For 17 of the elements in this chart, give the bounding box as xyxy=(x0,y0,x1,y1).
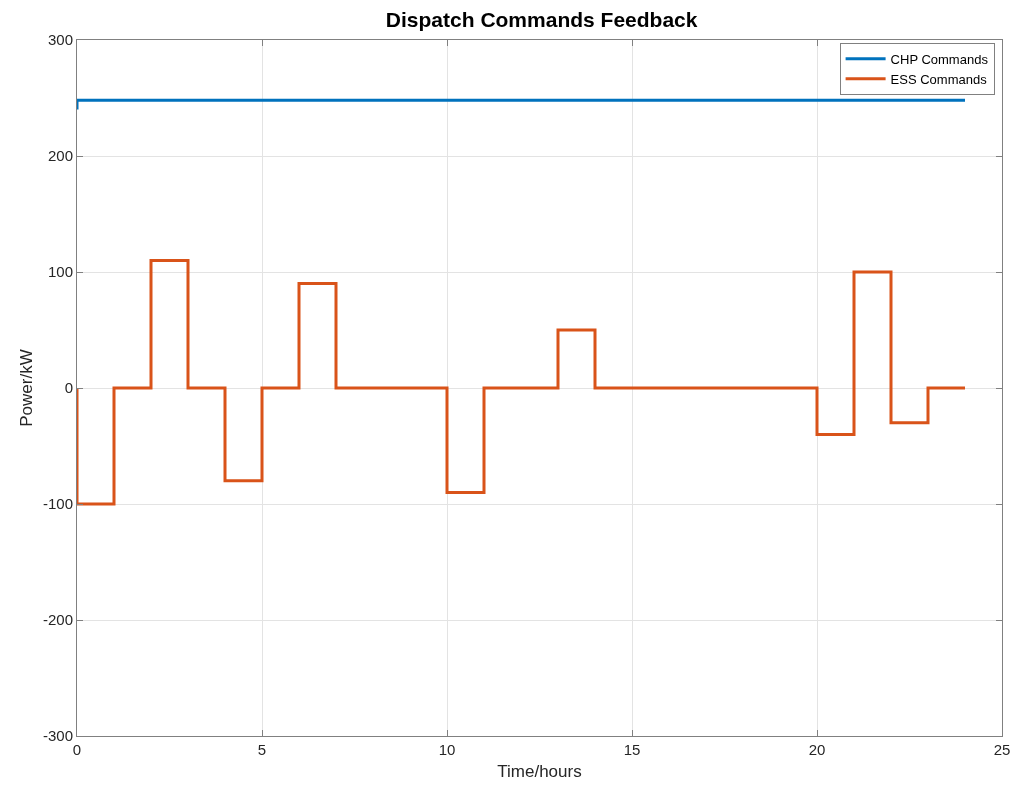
y-tick-label: 300 xyxy=(47,31,73,49)
y-tick-label: -100 xyxy=(42,495,73,513)
x-tick-label: 5 xyxy=(257,741,267,758)
y-tick-label: -300 xyxy=(42,727,73,745)
x-tick-label: 10 xyxy=(438,741,456,758)
y-axis-title: Power/kW xyxy=(16,349,36,427)
x-tick-label: 15 xyxy=(623,741,641,758)
chart-title: Dispatch Commands Feedback xyxy=(385,7,698,31)
x-axis-title: Time/hours xyxy=(497,762,582,782)
y-tick-label: -200 xyxy=(42,611,73,629)
x-tick-label: 20 xyxy=(808,741,826,758)
y-tick-label: 200 xyxy=(47,147,73,165)
legend-label: CHP Commands xyxy=(890,51,989,67)
x-tick-label: 25 xyxy=(993,741,1011,758)
y-tick-label: 100 xyxy=(47,263,73,281)
y-tick-label: 0 xyxy=(64,379,73,397)
legend-label: ESS Commands xyxy=(890,71,988,87)
